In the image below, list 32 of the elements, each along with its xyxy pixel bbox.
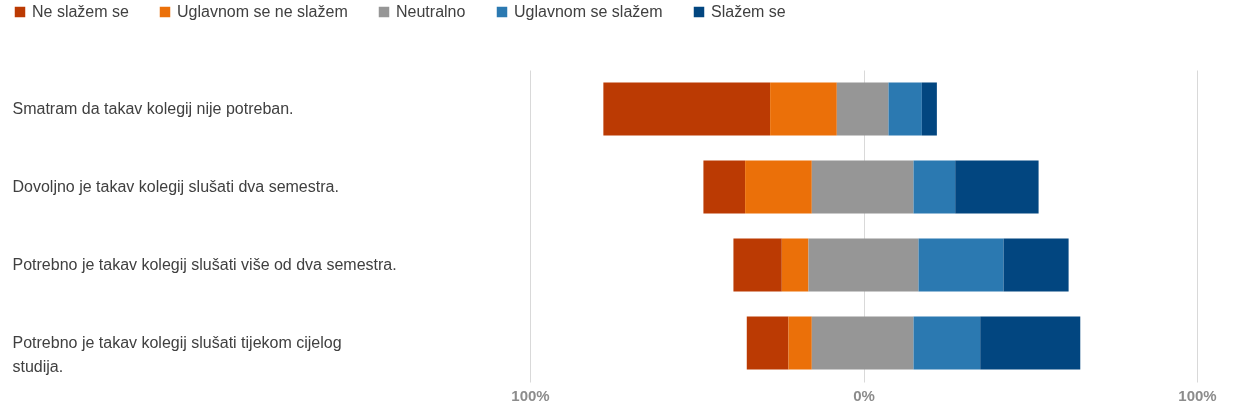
bar — [918, 238, 1004, 292]
legend-label: Slažem se — [711, 3, 786, 20]
bar — [745, 160, 812, 214]
bar — [836, 82, 889, 136]
bar — [603, 82, 771, 136]
legend-label: Ne slažem se — [32, 3, 130, 20]
bar — [808, 238, 919, 292]
x-tick-label: 0% — [853, 386, 875, 404]
bar — [746, 316, 789, 370]
x-tick-label: 100% — [1178, 386, 1217, 404]
legend-label: Neutralno — [396, 3, 466, 20]
bar — [913, 316, 981, 370]
bar — [921, 82, 937, 136]
legend-label: Uglavnom se slažem — [514, 3, 663, 20]
y-tick-label: Potrebno je takav kolegij slušati više od dva semestra. — [12, 256, 397, 273]
legend-label: Uglavnom se ne slažem — [177, 3, 348, 20]
bar — [733, 238, 782, 292]
bar — [1003, 238, 1069, 292]
bar — [770, 82, 837, 136]
bar — [811, 316, 914, 370]
y-tick-label: Potrebno je takav kolegij slušati tijekom cijelog studija. — [12, 334, 342, 375]
y-tick-label: Dovoljno je takav kolegij slušati dva semestra. — [12, 178, 339, 195]
bar — [888, 82, 922, 136]
y-tick-label: Smatram da takav kolegij nije potreban. — [12, 100, 294, 117]
bar — [913, 160, 956, 214]
bar — [781, 238, 809, 292]
x-tick-label: 100% — [511, 386, 550, 404]
bar — [788, 316, 812, 370]
bar — [955, 160, 1039, 214]
bar — [811, 160, 914, 214]
bar — [980, 316, 1081, 370]
bar — [703, 160, 746, 214]
